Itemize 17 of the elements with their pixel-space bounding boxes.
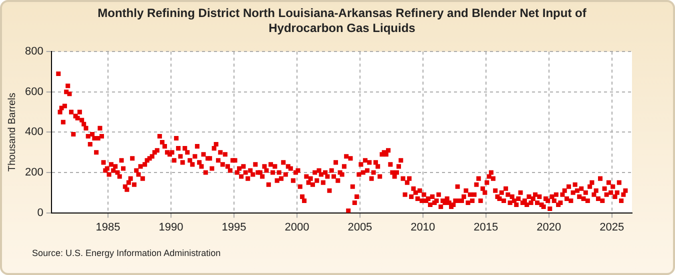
x-tick-label: 1990 — [158, 221, 184, 234]
x-tick-label: 1995 — [222, 221, 246, 234]
y-tick-label: 600 — [24, 86, 44, 98]
x-tick-label: 2000 — [284, 221, 310, 234]
y-axis-title: Thousand Barrels — [6, 92, 18, 172]
x-tick-label: 2015 — [474, 221, 498, 234]
x-tick-label: 1985 — [96, 221, 120, 234]
x-tick-label: 2025 — [600, 221, 624, 234]
y-tick-label: 0 — [37, 206, 44, 219]
x-tick-label: 2005 — [348, 221, 372, 234]
x-tick-label: 2020 — [536, 221, 562, 234]
y-tick-label: 200 — [24, 166, 44, 179]
x-tick-label: 2010 — [410, 221, 436, 234]
source-note: Source: U.S. Energy Information Administration — [32, 248, 221, 258]
y-tick-label: 400 — [24, 126, 44, 138]
y-tick-label: 800 — [24, 46, 44, 58]
chart-title: Monthly Refining District North Louisiana-Arkansas Refinery and Blender Net Input of Hydrocarbon Gas Liquids — [96, 6, 588, 36]
